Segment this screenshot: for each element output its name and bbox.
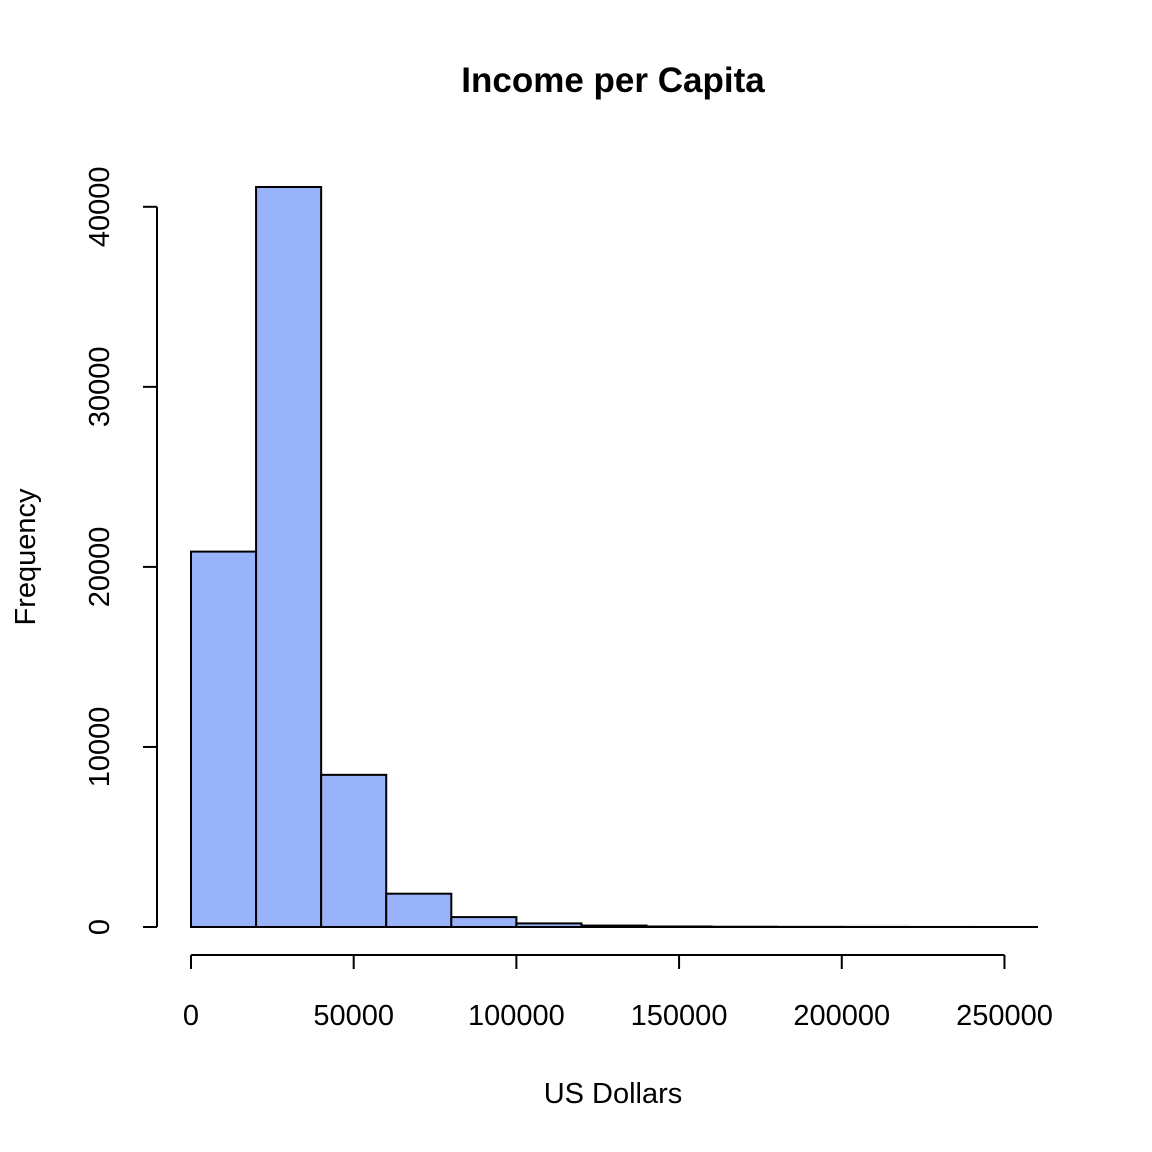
x-tick-label: 200000 bbox=[793, 1000, 890, 1032]
histogram-bar bbox=[580, 924, 648, 929]
histogram-bar bbox=[385, 892, 453, 928]
bars-group bbox=[190, 186, 1039, 929]
y-tick-label: 30000 bbox=[84, 347, 116, 428]
x-axis: 0 50000 100000 150000 200000 250000 bbox=[183, 954, 1053, 1032]
x-tick-label: 0 bbox=[183, 1000, 199, 1032]
y-tick-label: 10000 bbox=[84, 707, 116, 788]
histogram-bar bbox=[450, 916, 518, 929]
x-tick-label: 100000 bbox=[468, 1000, 565, 1032]
histogram-bar bbox=[645, 925, 713, 928]
y-axis-label: Frequency bbox=[10, 488, 42, 626]
histogram-bar bbox=[320, 773, 388, 928]
y-axis: 0 10000 20000 30000 40000 bbox=[84, 166, 158, 935]
y-tick-label: 20000 bbox=[84, 527, 116, 608]
x-tick-label: 50000 bbox=[313, 1000, 394, 1032]
x-axis-label: US Dollars bbox=[544, 1078, 683, 1110]
histogram-bar bbox=[255, 186, 323, 928]
x-tick-label: 250000 bbox=[956, 1000, 1053, 1032]
histogram-bar bbox=[190, 550, 258, 928]
x-tick-label: 150000 bbox=[631, 1000, 728, 1032]
histogram-bar bbox=[515, 922, 583, 929]
y-tick-label: 0 bbox=[84, 919, 116, 935]
chart-title: Income per Capita bbox=[461, 61, 765, 100]
y-tick-label: 40000 bbox=[84, 166, 116, 247]
